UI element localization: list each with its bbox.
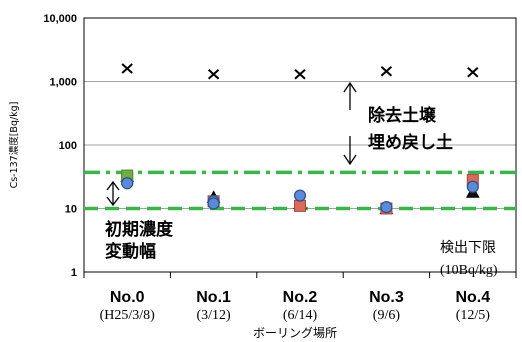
plot-frame (83, 17, 517, 273)
x-category-label: No.1 (196, 289, 231, 306)
data-point-circle (121, 177, 134, 190)
x-category-label: No.3 (369, 289, 404, 306)
data-point-x (380, 66, 393, 77)
x-ticks (83, 272, 517, 278)
data-points (120, 63, 480, 215)
data-point-x (207, 69, 220, 80)
annotation-initial-range-1: 初期濃度 (105, 219, 174, 240)
data-point-x (294, 69, 306, 80)
data-point-circle (466, 180, 479, 193)
data-point-circle (207, 197, 220, 210)
y-tick-labels: 1 10 100 1,000 10,000 (43, 13, 77, 279)
annotation-range-arrow (106, 180, 120, 207)
data-point-x (121, 63, 133, 74)
y-tick-label: 1,000 (49, 77, 77, 89)
annotation-removed-soil: 除去土壌 (368, 105, 437, 126)
data-point-circle (293, 189, 307, 202)
data-point-circle (380, 201, 393, 214)
y-tick-label: 1 (71, 267, 77, 279)
x-category-label: No.2 (283, 289, 318, 306)
x-category-date: (6/14) (283, 308, 318, 323)
x-category-labels: No.0 (H25/3/8) No.1 (3/12) No.2 (6/14) No.3 (9/… (100, 289, 491, 323)
x-category-date: (H25/3/8) (100, 308, 156, 323)
y-tick-label: 10 (65, 204, 77, 216)
data-point-x (467, 66, 479, 78)
y-axis-label: Cs-137濃度[Bq/kg] (8, 102, 20, 189)
x-category-date: (9/6) (373, 308, 401, 323)
data-point-square (294, 199, 306, 212)
x-category-date: (12/5) (456, 308, 491, 323)
x-category-label: No.0 (110, 289, 145, 306)
x-category-label: No.4 (455, 289, 490, 306)
annotation-detection-limit-2: (10Bq/kg) (440, 263, 498, 278)
annotation-backfill-soil: 埋め戻し土 (368, 132, 453, 153)
annotation-arrow-up (343, 81, 357, 110)
y-tick-label: 100 (59, 140, 77, 152)
annotation-initial-range-2: 変動幅 (105, 241, 156, 262)
x-axis-label: ボーリング場所 (253, 326, 337, 340)
y-tick-label: 10,000 (43, 13, 77, 25)
x-category-date: (3/12) (196, 308, 231, 323)
annotation-detection-limit-1: 検出下限 (440, 240, 496, 256)
annotation-arrow-down (343, 136, 357, 166)
